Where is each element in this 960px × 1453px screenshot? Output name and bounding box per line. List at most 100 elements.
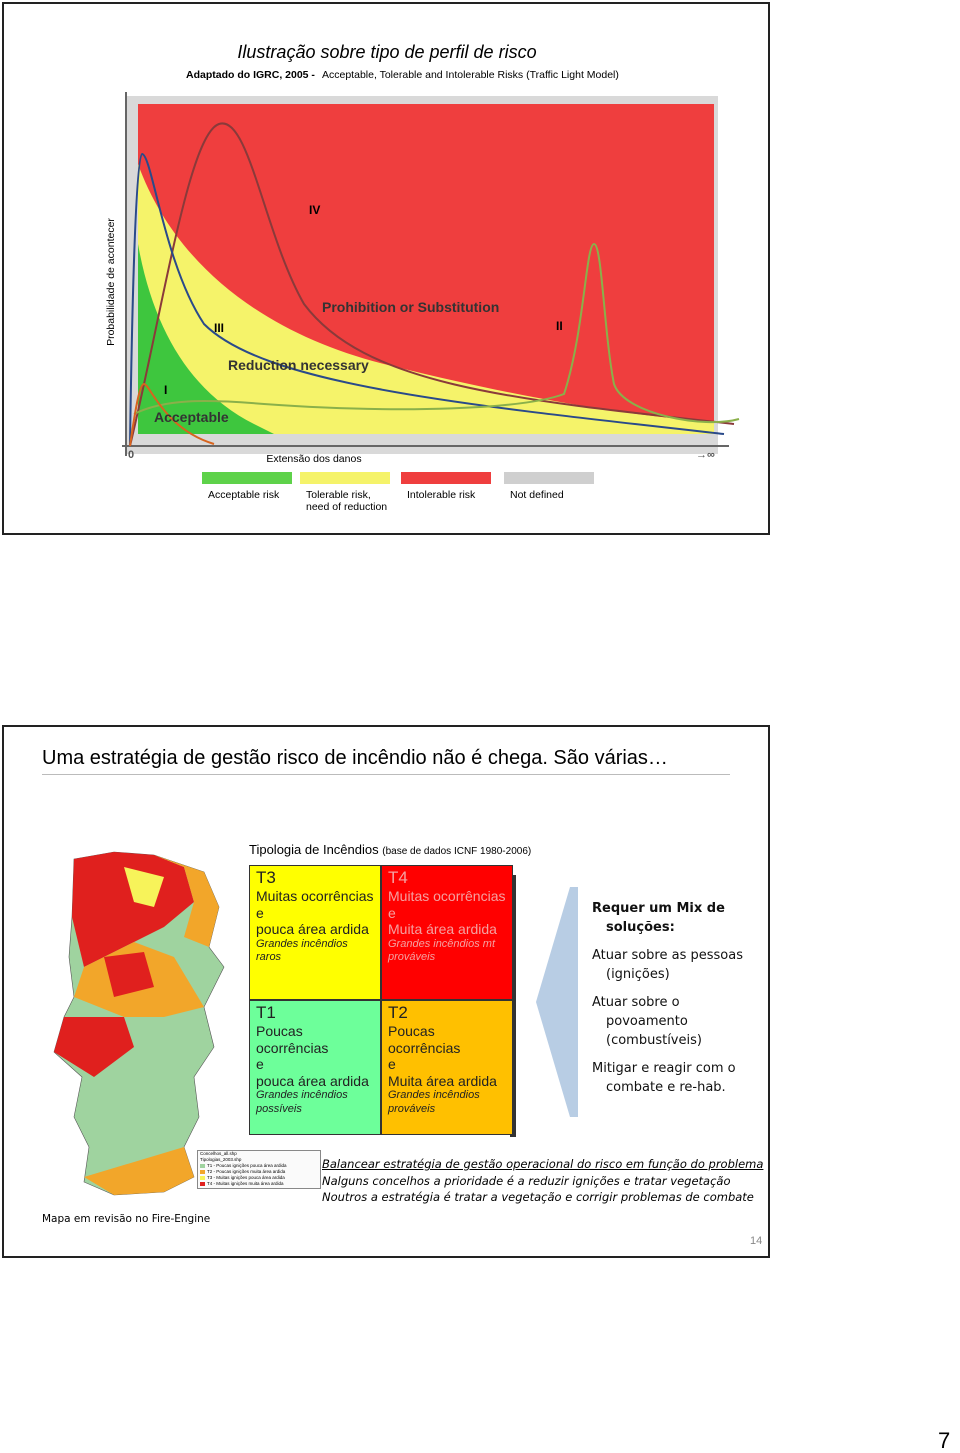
map-legend-label: T2 - Poucas ignições muita área ardida <box>207 1169 286 1174</box>
cell-line: e <box>256 904 264 921</box>
footer-line: Noutros a estratégia é tratar a vegetaçã… <box>322 1190 754 1204</box>
map-region <box>104 952 154 997</box>
solution-item: Mitigar e reagir com o combate e re-hab. <box>592 1059 743 1097</box>
map-legend-row: Concelhos_all.shp <box>198 1151 320 1157</box>
curve-label: III <box>214 321 224 335</box>
table-cell: T1 Poucas ocorrências e pouca área ardida Gra… <box>249 1000 381 1135</box>
map-legend-label: Concelhos_all.shp <box>200 1151 237 1156</box>
zone-label: Prohibition or Substitution <box>322 299 499 315</box>
cell-line: e <box>388 1056 396 1072</box>
map-legend-row: T1 - Poucas ignições pouca área ardida <box>198 1163 320 1169</box>
risk-chart: Probabilidade de acontecer Extensão dos … <box>105 92 740 513</box>
curve-iii <box>129 152 725 447</box>
origin-label: 0 <box>128 449 134 461</box>
map-legend-label: Tipologias_2003.shp <box>200 1157 242 1162</box>
curve-i <box>129 382 215 447</box>
solution-item: Atuar sobre as pessoas (ignições) <box>592 946 743 984</box>
curve-label: IV <box>309 203 320 217</box>
map <box>53 851 225 1196</box>
solution-line: Mitigar e reagir com o <box>592 1061 736 1076</box>
solution-item: Atuar sobre o povoamento (combustíveis) <box>592 993 743 1050</box>
cell-line: e <box>388 904 396 921</box>
arrow <box>536 887 578 1117</box>
cell-line: pouca área ardida <box>256 921 369 937</box>
solutions-heading: soluções: <box>606 920 675 935</box>
cell-line: Muitas ocorrências <box>256 888 374 904</box>
map-legend-swatch <box>200 1182 205 1186</box>
table-shadow <box>510 875 516 1137</box>
slide-title: Uma estratégia de gestão risco de incênd… <box>42 747 668 769</box>
cell-note: prováveis <box>388 1102 436 1115</box>
map-legend-swatch <box>200 1176 205 1180</box>
table-source: (base de dados ICNF 1980-2006) <box>382 846 532 857</box>
slide-title: Ilustração sobre tipo de perfil de risco <box>237 42 537 62</box>
map-legend-swatch <box>200 1170 205 1174</box>
cell-note: Grandes incêndios raros <box>256 937 348 964</box>
zone-label: Reduction necessary <box>228 357 369 373</box>
infinity-label: →∞ <box>696 449 715 461</box>
subtitle-model: Acceptable, Tolerable and Intolerable Ri… <box>322 69 619 81</box>
cell-line: Muitas ocorrências <box>388 888 506 904</box>
y-axis-label: Probabilidade de acontecer <box>105 218 117 346</box>
solution-line: combate e re-hab. <box>606 1080 726 1095</box>
title-rule <box>42 774 730 775</box>
table-title-text: Tipologia de Incêndios <box>249 842 379 857</box>
cell-note: prováveis <box>388 951 436 963</box>
table-cell: T2 Poucas ocorrências e Muita área ardida Gra… <box>381 1000 513 1135</box>
legend-label: Not defined <box>510 489 564 501</box>
cell-note: possíveis <box>256 1102 302 1115</box>
legend-swatch <box>202 472 292 484</box>
cell-line: Muita área ardida <box>388 921 497 937</box>
map-region <box>72 852 194 967</box>
map-region <box>154 855 219 947</box>
cell-line: Poucas <box>256 1023 303 1039</box>
cell-code: T3 <box>256 868 276 887</box>
zone-green <box>138 244 274 434</box>
curve-label: II <box>556 319 563 333</box>
cell-line: Muita área ardida <box>388 1072 497 1089</box>
solution-line: Atuar sobre as pessoas <box>592 948 743 963</box>
legend-swatch <box>300 472 390 484</box>
map-legend-row: Tipologias_2003.shp <box>198 1157 320 1163</box>
map-legend-label: T4 - Muitas ignições muita área ardida <box>207 1181 284 1186</box>
x-axis-label: Extensão dos danos <box>266 453 361 465</box>
map-legend-swatch <box>200 1164 205 1168</box>
slide: Uma estratégia de gestão risco de incênd… <box>2 725 770 1258</box>
legend-swatch <box>401 472 491 484</box>
table-cell: T3 Muitas ocorrências e pouca área ardida Gr… <box>249 865 381 1000</box>
solution-line: (combustíveis) <box>606 1033 702 1048</box>
cell-note: Grandes incêndios mt <box>388 937 495 950</box>
legend-label: Tolerable risk, <box>306 489 371 501</box>
map-legend-label: T3 - Muitas ignições pouca área ardida <box>207 1175 285 1180</box>
map-legend-row: T4 - Muitas ignições muita área ardida <box>198 1181 320 1187</box>
map-region <box>124 867 164 907</box>
solutions-heading: Requer um Mix de <box>592 901 725 916</box>
footer-line: Balancear estratégia de gestão operacion… <box>322 1157 764 1171</box>
cell-line: pouca área ardida <box>256 1072 369 1089</box>
curve-iv <box>129 122 735 447</box>
curve-ii <box>133 242 740 424</box>
cell-line: ocorrências <box>256 1039 329 1056</box>
legend-label: need of reduction <box>306 501 387 513</box>
table-title: Tipologia de Incêndios (base de dados IC… <box>249 842 531 857</box>
cell-code: T2 <box>388 1003 408 1022</box>
curve-label: I <box>164 383 167 397</box>
slide: Ilustração sobre tipo de perfil de risco… <box>2 2 770 535</box>
solution-line: povoamento <box>606 1014 688 1029</box>
map-legend-label: T1 - Poucas ignições pouca área ardida <box>207 1163 287 1168</box>
map-region <box>54 1017 134 1077</box>
table-cell: T4 Muitas ocorrências e Muita área ardida Gr… <box>381 865 513 1000</box>
slide-number: 14 <box>750 1235 763 1247</box>
map-legend-row: T2 - Poucas ignições muita área ardida <box>198 1169 320 1175</box>
cell-note: Grandes incêndios <box>256 1089 348 1101</box>
map-legend-row: T3 - Muitas ignições pouca área ardida <box>198 1175 320 1181</box>
cell-line: ocorrências <box>388 1039 461 1056</box>
solution-line: Atuar sobre o <box>592 995 680 1010</box>
page-number: 7 <box>938 1428 951 1453</box>
zone-label: Acceptable <box>154 409 229 425</box>
footer-line: Nalguns concelhos a prioridade é a reduz… <box>322 1173 731 1188</box>
solution-line: (ignições) <box>606 967 670 982</box>
cell-code: T1 <box>256 1003 276 1022</box>
map-legend: Concelhos_all.shp Tipologias_2003.shp T1 -… <box>197 1150 321 1189</box>
